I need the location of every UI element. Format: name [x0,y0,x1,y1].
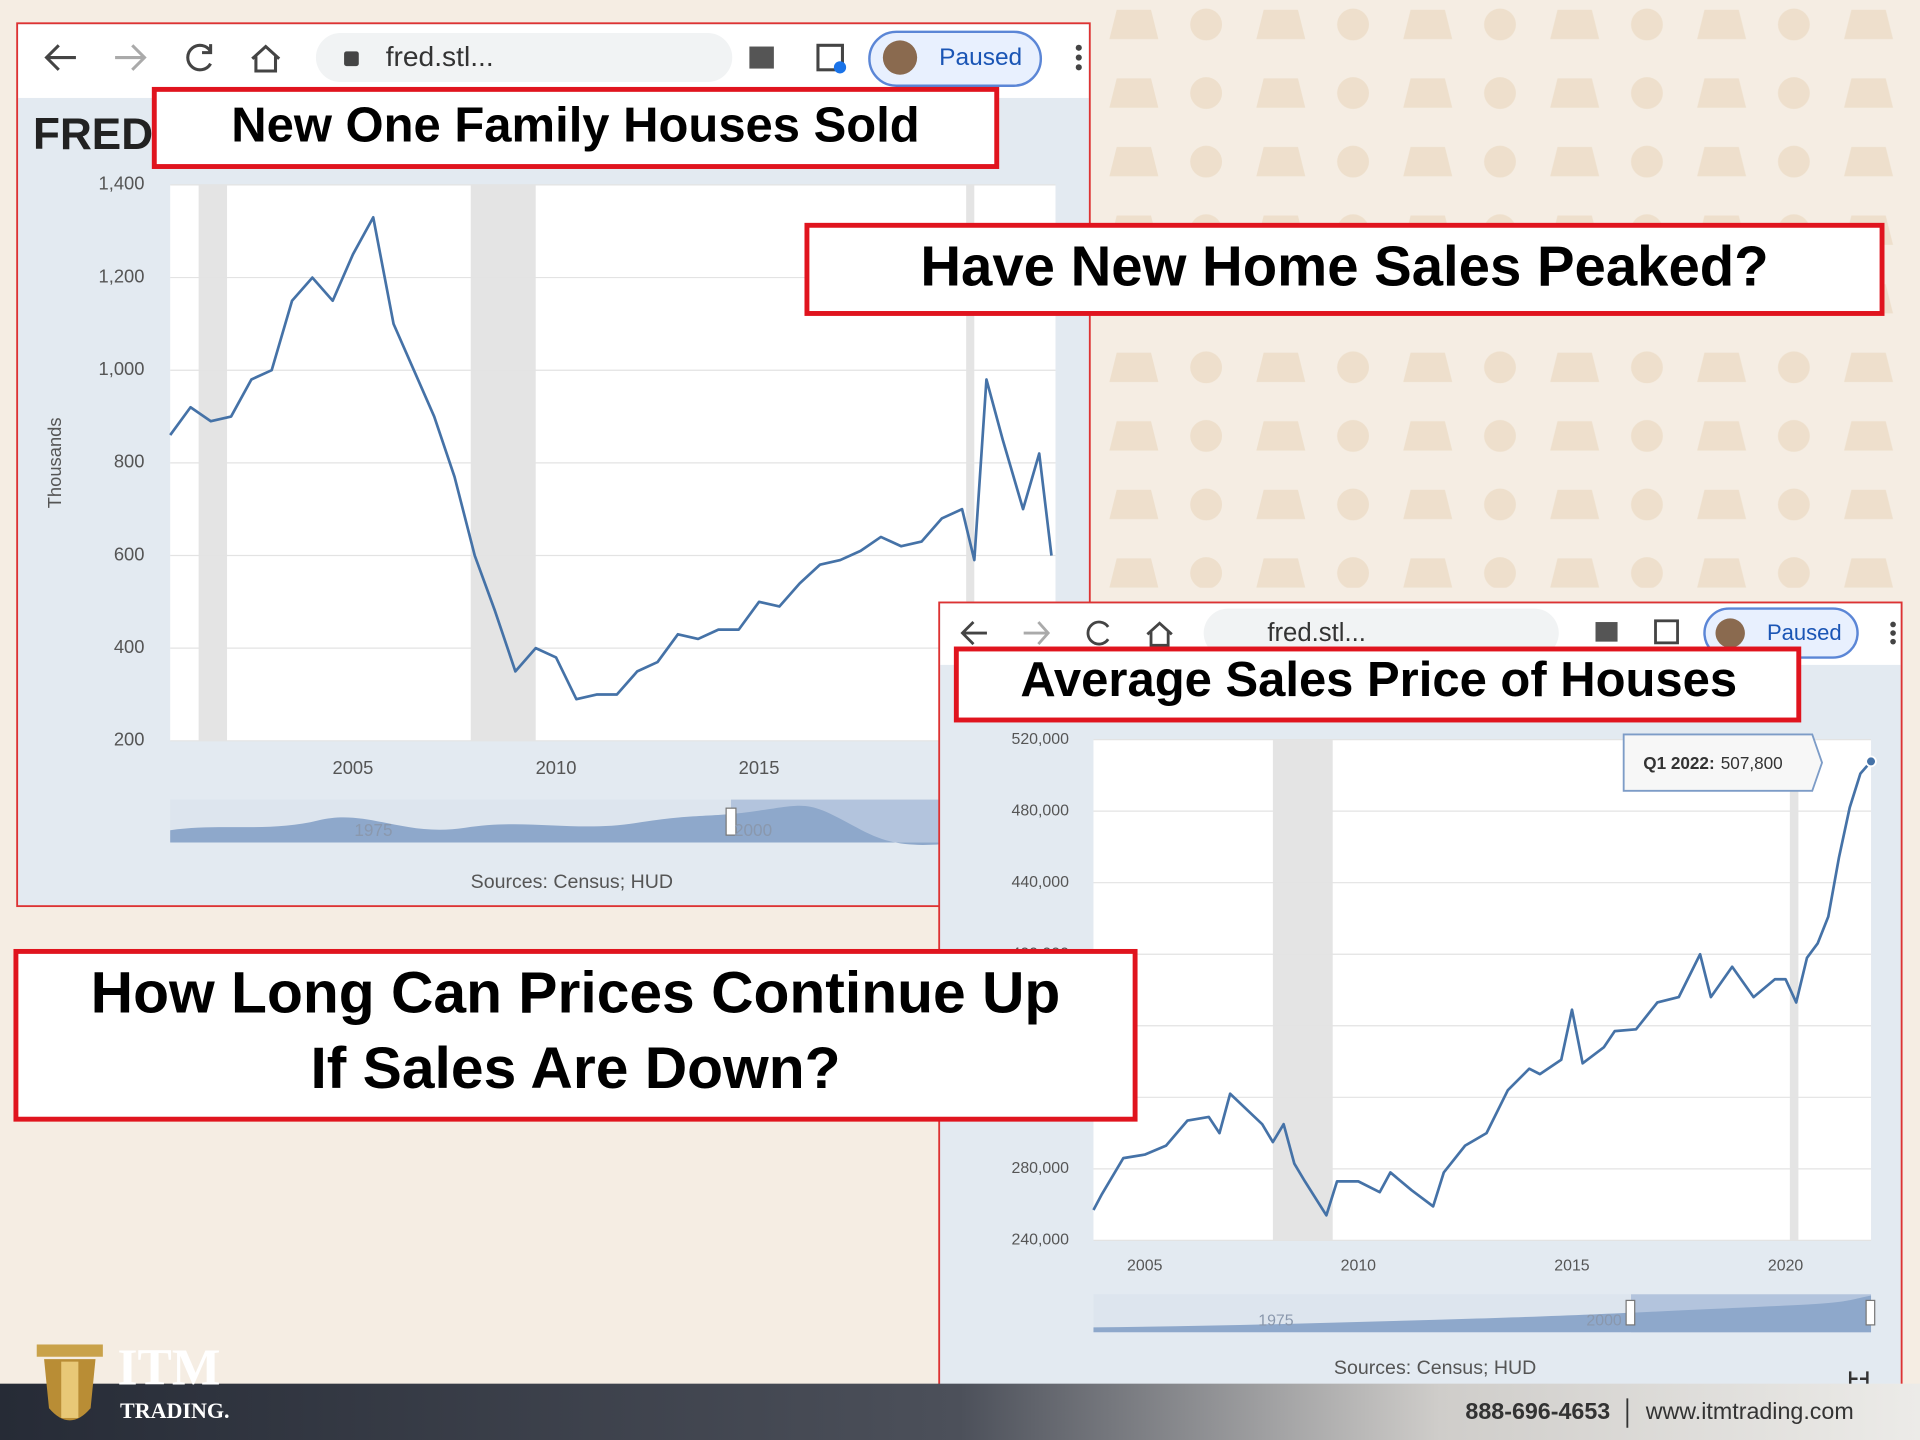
profile-status: Paused [1767,620,1842,645]
toolbar-icons [960,619,1679,647]
y-tick-label: 280,000 [1011,1160,1069,1177]
navigator-area [170,805,1056,845]
y-tick-label: 600 [114,543,145,564]
navigator-handle[interactable] [1625,1299,1636,1326]
y-tick-label: 400 [114,636,145,657]
navigator-label: 2000 [734,820,772,840]
y-tick-label: 200 [114,729,145,750]
footer-bar [0,1383,1920,1440]
navigator-handle[interactable] [1865,1299,1876,1326]
question-line: If Sales Are Down? [310,1036,840,1101]
navigator-label: 2000 [1586,1312,1622,1329]
extension-icon [1595,622,1618,642]
y-tick-label: 240,000 [1011,1232,1069,1249]
x-tick-label: 2005 [1127,1257,1163,1274]
menu-dots [1890,621,1896,645]
y-tick-label: 440,000 [1011,874,1069,891]
headline: Have New Home Sales Peaked? [920,234,1768,297]
tooltip-value: 507,800 [1721,752,1783,772]
question-line: How Long Can Prices Continue Up [91,960,1061,1025]
plot-area [1093,739,1872,1241]
y-tick-label: 1,200 [99,265,145,286]
x-tick-label: 2010 [536,757,577,778]
recession-band [1272,739,1333,1241]
lock-icon [344,51,359,67]
profile-avatar [1715,618,1745,648]
source-note: Sources: Census; HUD [1334,1357,1536,1379]
headline-box [804,222,1885,316]
x-tick-label: 2005 [333,757,374,778]
fred-logo: FRED [33,110,153,159]
recession-band [1789,739,1799,1241]
browser-window: fred.stl... Paused 240,000280,000320,000… [938,601,1903,1389]
highlight-point [1865,755,1877,768]
phone: 888-696-4653 [1465,1398,1610,1424]
y-tick-label: 520,000 [1011,731,1069,748]
status-dot [833,61,847,74]
x-tick-label: 2010 [1341,1257,1377,1274]
fullscreen-icon[interactable] [1848,1371,1869,1387]
navigator-area [1093,1295,1872,1333]
profile-avatar [882,40,918,75]
tooltip-text: Q1 2022: 507,800 [1643,752,1782,772]
x-tick-label: 2020 [1768,1257,1804,1274]
chart-title: New One Family Houses Sold [231,99,919,153]
browser-window: fred.stl... Paused FRED 200 400 600 800 1,00… [16,22,1091,908]
y-tick-label: 480,000 [1011,802,1069,819]
navigator-label: 1975 [1258,1312,1294,1329]
address-bar[interactable] [1203,608,1559,658]
brand-name: ITM [118,1339,221,1396]
brand-sub: TRADING. [120,1398,230,1423]
extension-icon [749,46,774,69]
address-text: fred.stl... [1267,619,1366,647]
address-text: fred.stl... [386,41,494,72]
tooltip-box [1622,733,1824,792]
navigator-handle[interactable] [725,807,737,836]
title-box [151,86,1000,169]
tooltip-period: Q1 2022: [1643,752,1714,772]
y-tick-label: 800 [114,451,145,472]
data-line [1092,760,1873,1217]
menu-dots [1075,44,1082,71]
source-note: Sources: Census; HUD [471,871,673,893]
y-axis-label: Thousands [44,417,65,508]
question-box [13,948,1138,1122]
data-line [169,216,1053,701]
profile-status: Paused [939,44,1022,71]
profile-pill[interactable] [868,30,1043,87]
navigator-label: 1975 [354,820,392,840]
y-tick-label: 1,400 [99,173,145,194]
title-box [953,646,1802,723]
x-tick-label: 2015 [1554,1257,1590,1274]
address-bar[interactable] [315,33,733,83]
chart-new-houses: 200 400 600 800 1,000 1,200 1,400 2005 2010 2015 T… [44,173,1056,893]
logo-emblem [36,1344,103,1421]
y-tick-label: 1,000 [99,358,145,379]
x-tick-label: 2015 [739,757,780,778]
chart-title: Average Sales Price of Houses [1020,653,1737,707]
website[interactable]: www.itmtrading.com [1645,1398,1854,1424]
